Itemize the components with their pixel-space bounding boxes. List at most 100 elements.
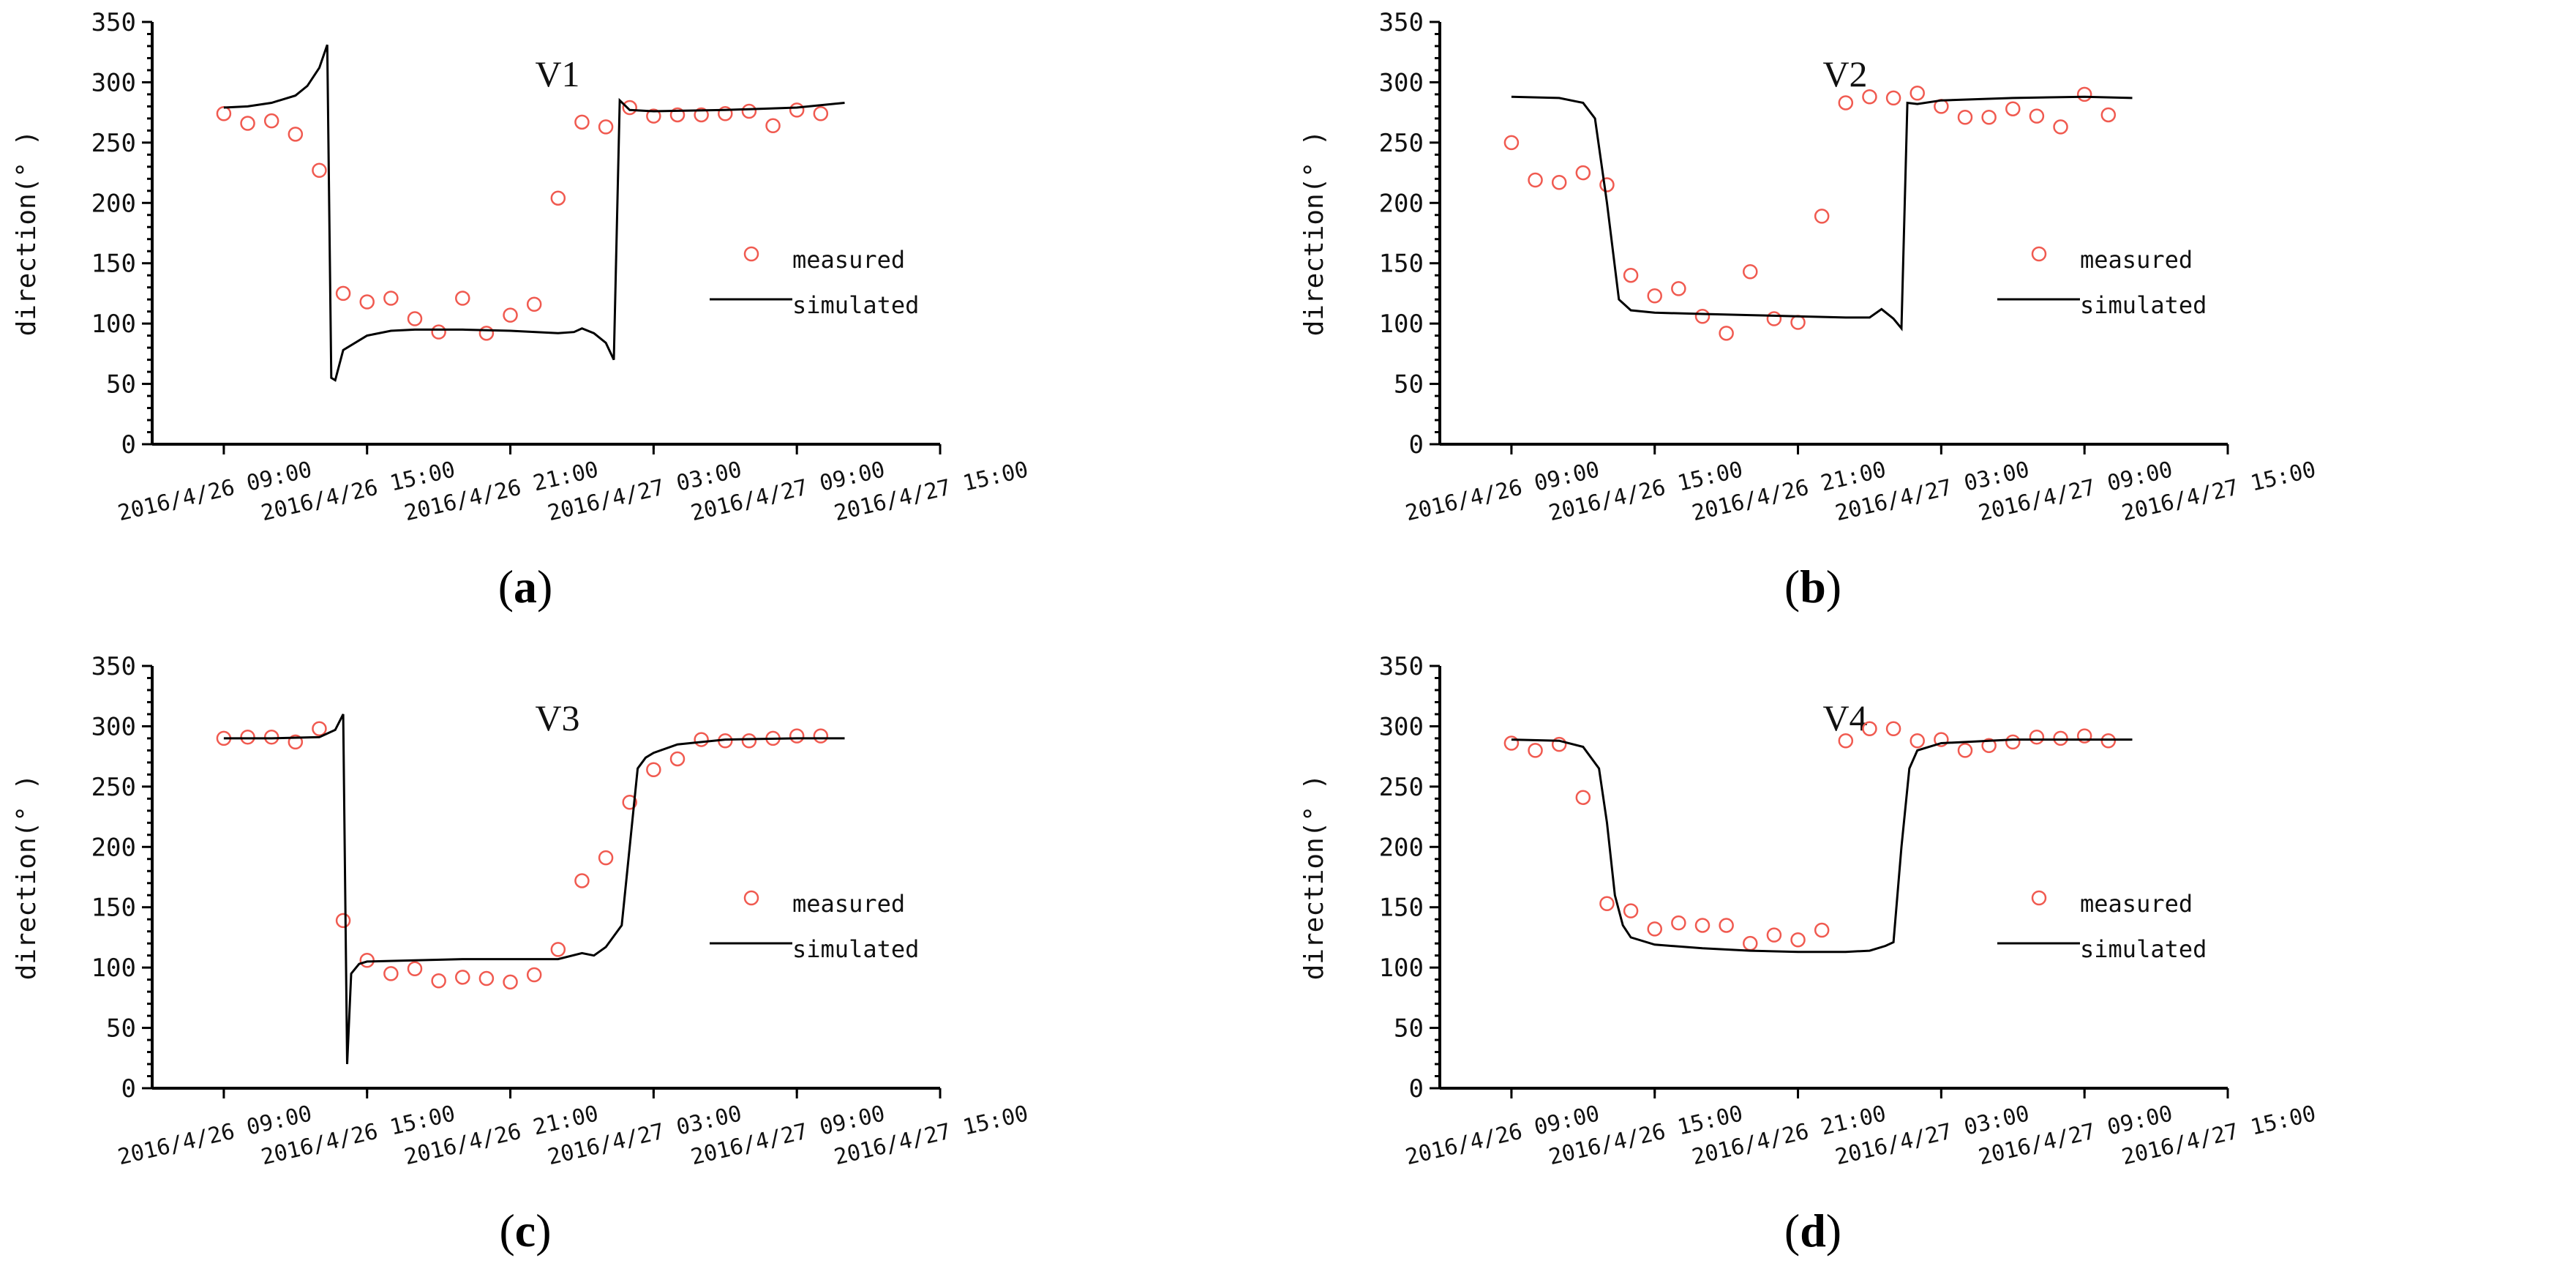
measured-point (526, 296, 542, 312)
panel-label: (c) (499, 1205, 551, 1257)
measured-point (1528, 743, 1543, 758)
measured-point (240, 730, 255, 745)
measured-point (1503, 135, 1520, 151)
measured-point (263, 113, 279, 129)
measured-point (1814, 209, 1830, 224)
legend-simulated-label: simulated (2080, 935, 2207, 963)
y-tick-label: 100 (91, 310, 136, 339)
measured-point (1647, 288, 1662, 304)
y-tick-label: 150 (1379, 250, 1424, 279)
series-simulated-line (1511, 738, 2133, 954)
measured-point (2029, 108, 2045, 124)
measured-point (1599, 896, 1615, 912)
measured-point (1623, 903, 1639, 918)
measured-point (288, 127, 304, 142)
measured-point (1957, 109, 1973, 125)
measured-point (2053, 119, 2068, 135)
chart-panel-b: 0 50 100 150 200 250 300 350 2016/4/26 09:00 2016… (1288, 0, 2575, 644)
panel-label-open: ( (1784, 1205, 1800, 1257)
measured-point (288, 734, 304, 750)
y-tick-label: 200 (1379, 189, 1424, 218)
y-tick-label: 100 (1379, 954, 1424, 983)
measured-point (598, 850, 614, 866)
measured-point (813, 728, 829, 744)
measured-point (1910, 733, 1925, 749)
legend-measured-marker (2031, 246, 2047, 262)
measured-point (2005, 101, 2021, 116)
measured-point (216, 106, 232, 121)
panel-label-close: ) (1826, 561, 1841, 613)
y-tick-label: 150 (91, 250, 136, 279)
chart-panel-c: 0 50 100 150 200 250 300 350 2016/4/26 09:00 2016… (0, 644, 1288, 1288)
measured-point (503, 974, 518, 990)
measured-point (1694, 918, 1711, 933)
y-tick-label: 300 (1379, 68, 1424, 97)
measured-point (455, 970, 470, 985)
series-simulated-line (223, 714, 845, 1065)
y-tick-label: 100 (1379, 310, 1424, 339)
measured-point (622, 795, 637, 810)
measured-point (1934, 732, 1949, 747)
measured-point (1766, 927, 1782, 943)
measured-point (1910, 86, 1925, 101)
measured-point (335, 913, 351, 929)
panel-label-open: ( (498, 561, 514, 613)
y-tick-label: 250 (91, 129, 136, 158)
measured-point (1981, 738, 1997, 754)
measured-point (813, 106, 829, 121)
y-axis-label: direction(° ) (12, 774, 42, 981)
y-tick-label: 50 (1394, 1014, 1424, 1044)
measured-point (574, 114, 590, 130)
measured-point (1862, 89, 1877, 105)
panel-label-letter: a (514, 561, 537, 613)
measured-point (1575, 790, 1591, 805)
legend-simulated-label: simulated (792, 291, 919, 319)
y-tick-label: 300 (1379, 712, 1424, 741)
y-tick-label: 50 (106, 1014, 136, 1044)
legend-measured-marker (2031, 890, 2047, 906)
measured-point (1838, 733, 1854, 749)
y-tick-label: 300 (91, 68, 136, 97)
measured-point (741, 733, 757, 749)
measured-point (1838, 95, 1854, 111)
measured-point (669, 107, 686, 123)
measured-point (431, 324, 446, 340)
measured-point (407, 961, 423, 977)
chart-title: V1 (535, 53, 579, 94)
measured-point (312, 721, 327, 736)
y-tick-label: 350 (1379, 652, 1424, 681)
measured-point (240, 116, 255, 131)
measured-point (1671, 915, 1686, 931)
panel-label-open: ( (1784, 561, 1800, 613)
measured-point (669, 751, 686, 767)
measured-point (431, 973, 446, 989)
y-axis-label: direction(° ) (1299, 130, 1329, 337)
measured-point (1814, 922, 1830, 938)
chart-panel-a: 0 50 100 150 200 250 300 350 2016/4/26 09:00 2016… (0, 0, 1288, 644)
measured-point (383, 291, 399, 306)
y-tick-label: 0 (121, 430, 136, 460)
measured-point (550, 190, 566, 206)
measured-point (741, 103, 757, 119)
measured-point (789, 102, 805, 118)
measured-point (2100, 107, 2117, 123)
measured-point (2029, 730, 2045, 745)
measured-point (1719, 326, 1734, 341)
panel-label-letter: d (1800, 1205, 1826, 1257)
measured-point (1503, 735, 1520, 751)
legend-measured-label: measured (2080, 890, 2193, 918)
measured-point (550, 942, 566, 957)
y-tick-label: 0 (1409, 1074, 1424, 1104)
y-tick-label: 250 (1379, 129, 1424, 158)
measured-point (1551, 175, 1567, 190)
measured-point (335, 285, 351, 302)
y-tick-label: 350 (1379, 8, 1424, 37)
y-tick-label: 150 (91, 894, 136, 923)
measured-point (455, 291, 470, 306)
panel-label-close: ) (537, 561, 552, 613)
panel-label: (b) (1784, 561, 1841, 613)
measured-point (1551, 736, 1567, 752)
